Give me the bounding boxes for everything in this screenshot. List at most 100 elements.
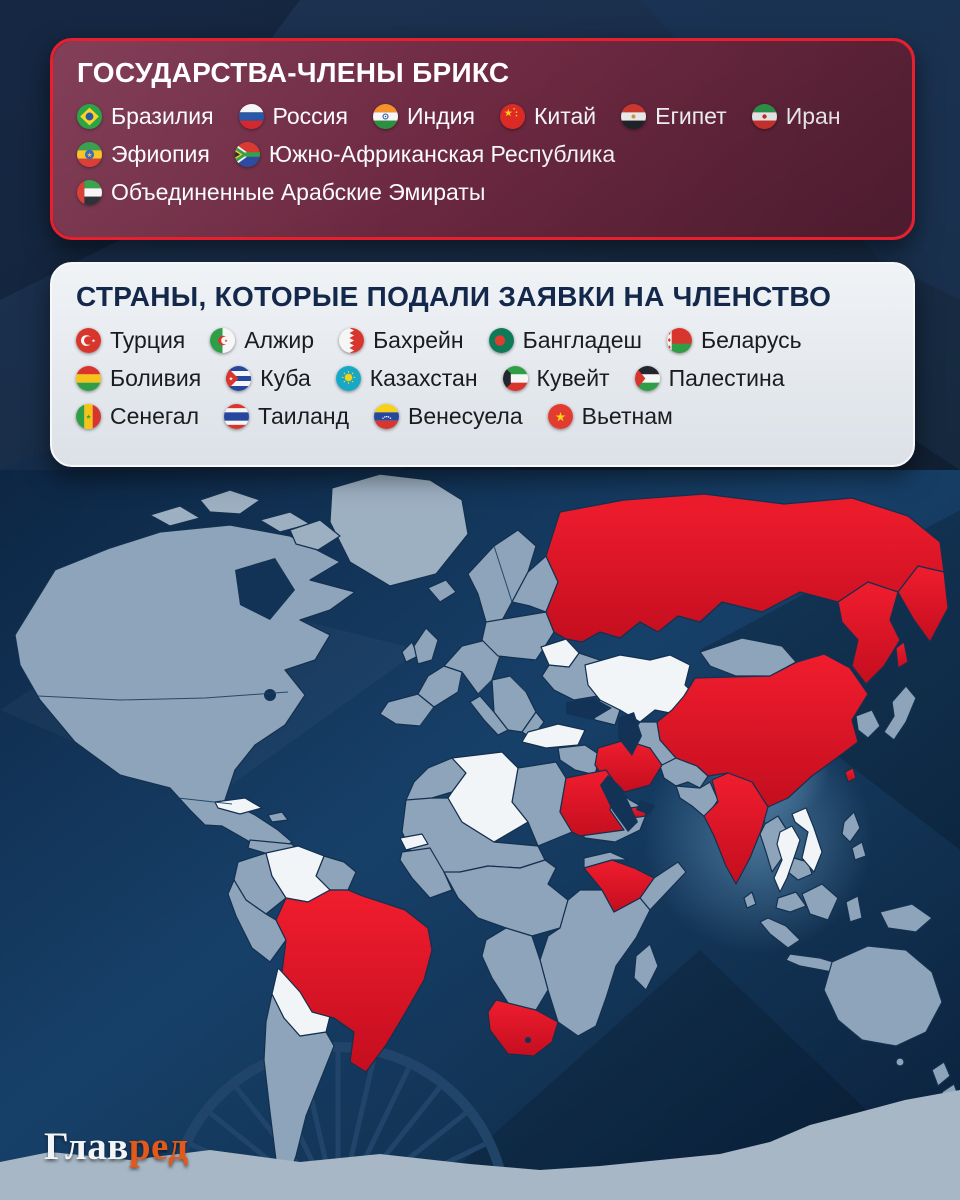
country-item: Турция — [76, 327, 185, 354]
country-label: Объединенные Арабские Эмираты — [111, 179, 486, 206]
flag-south-africa-icon — [234, 142, 260, 168]
map-korea — [855, 709, 881, 739]
map-iceland — [427, 579, 457, 603]
map-east-africa — [539, 889, 651, 1037]
map-uk — [413, 627, 439, 665]
country-label: Россия — [272, 103, 348, 130]
country-label: Эфиопия — [111, 141, 210, 168]
map-persian-gulf — [636, 800, 655, 815]
country-label: Венесуела — [408, 403, 523, 430]
country-item: Палестина — [634, 365, 785, 392]
country-label: Палестина — [668, 365, 785, 392]
map-australia — [823, 945, 943, 1047]
country-item: Казахстан — [335, 365, 478, 392]
map-thailand — [773, 825, 801, 893]
flag-palestine-icon — [634, 366, 660, 392]
members-row-2: Эфиопия Южно-Африканская Республика — [77, 141, 888, 168]
country-item: Куба — [226, 365, 311, 392]
country-item: Россия — [238, 103, 348, 130]
map-brazil — [275, 889, 433, 1073]
country-label: Турция — [110, 327, 186, 354]
map-arctic-islands — [199, 489, 261, 515]
map-greenland — [329, 473, 469, 587]
map-central-europe — [443, 639, 501, 695]
map-algeria — [447, 751, 529, 843]
map-black-sea — [566, 698, 612, 720]
map-cuba — [214, 797, 263, 815]
flag-russia-icon — [238, 104, 264, 130]
country-label: Таиланд — [258, 403, 349, 430]
country-item: Алжир — [210, 327, 314, 354]
map-russia — [545, 493, 945, 643]
country-item: Египет — [621, 103, 727, 130]
map-red-sea — [600, 775, 638, 832]
map-west-africa — [399, 847, 453, 899]
flag-egypt-icon — [621, 104, 647, 130]
flag-kazakhstan-icon — [335, 366, 361, 392]
country-label: Куба — [260, 365, 311, 392]
map-india — [703, 772, 769, 885]
country-label: Бахрейн — [373, 327, 464, 354]
country-label: Вьетнам — [581, 403, 673, 430]
flag-brazil-icon — [77, 104, 102, 130]
country-label: Боливия — [110, 365, 202, 392]
country-item: Южно-Африканская Республика — [234, 141, 616, 168]
flag-venezuela-icon — [374, 404, 399, 430]
map-lesotho — [525, 1037, 531, 1043]
flag-iran-icon — [751, 104, 777, 130]
country-label: Бразилия — [111, 103, 214, 130]
map-new-zealand — [931, 1061, 951, 1087]
flag-bahrain-icon — [339, 328, 365, 354]
country-item: Индия — [372, 103, 475, 130]
map-hudson-bay — [235, 558, 295, 620]
members-row-1: Бразилия Россия Индия Китай Египет Иран — [77, 103, 888, 130]
map-balkans — [491, 675, 537, 733]
map-sulawesi — [845, 895, 863, 923]
logo-text-accent: ред — [128, 1125, 189, 1168]
flag-turkey-icon — [76, 328, 101, 354]
country-item: Бахрейн — [339, 327, 464, 354]
map-hispaniola — [267, 811, 289, 823]
map-russia-far-east — [837, 581, 901, 685]
country-label: Алжир — [244, 327, 315, 354]
map-antarctica — [0, 1090, 960, 1200]
map-turkey — [521, 723, 586, 749]
country-item: Венесуела — [374, 403, 523, 430]
country-item: Иран — [751, 103, 841, 130]
map-ethiopia — [583, 859, 655, 913]
map-sumatra — [759, 917, 801, 949]
map-malaysia — [775, 891, 807, 913]
flag-vietnam-icon — [547, 404, 573, 430]
map-borneo — [801, 883, 839, 921]
country-label: Южно-Африканская Республика — [268, 141, 616, 168]
country-item: Эфиопия — [77, 141, 210, 168]
flag-algeria-icon — [210, 328, 236, 354]
map-madagascar — [633, 943, 659, 991]
map-south-africa — [487, 999, 559, 1057]
applicants-row-1: Турция Алжир Бахрейн Бангладеш Беларусь — [76, 327, 889, 354]
logo-text-main: Глав — [44, 1125, 129, 1168]
members-row-3: Объединенные Арабские Эмираты — [77, 179, 888, 206]
brics-members-panel: ГОСУДАРСТВА-ЧЛЕНЫ БРИКС Бразилия Россия … — [50, 38, 915, 240]
country-label: Беларусь — [700, 327, 802, 354]
flag-bangladesh-icon — [488, 328, 514, 354]
map-caspian-sea — [618, 712, 642, 756]
flag-belarus-icon — [666, 328, 692, 354]
map-eritrea — [583, 851, 629, 869]
country-item: Бразилия — [77, 103, 214, 130]
map-sri-lanka — [743, 891, 757, 909]
flag-cuba-icon — [226, 366, 252, 392]
country-label: Сенегал — [110, 403, 199, 430]
country-item: Китай — [499, 103, 596, 130]
world-map — [0, 470, 960, 1200]
flag-india-icon — [372, 104, 398, 130]
flag-kuwait-icon — [502, 366, 528, 392]
country-label: Казахстан — [369, 365, 478, 392]
country-item: Боливия — [76, 365, 201, 392]
map-belarus — [540, 638, 580, 668]
flag-thailand-icon — [224, 404, 249, 430]
map-japan — [883, 685, 917, 741]
country-item: Вьетнам — [547, 403, 673, 430]
map-southwest-africa — [481, 927, 549, 1011]
